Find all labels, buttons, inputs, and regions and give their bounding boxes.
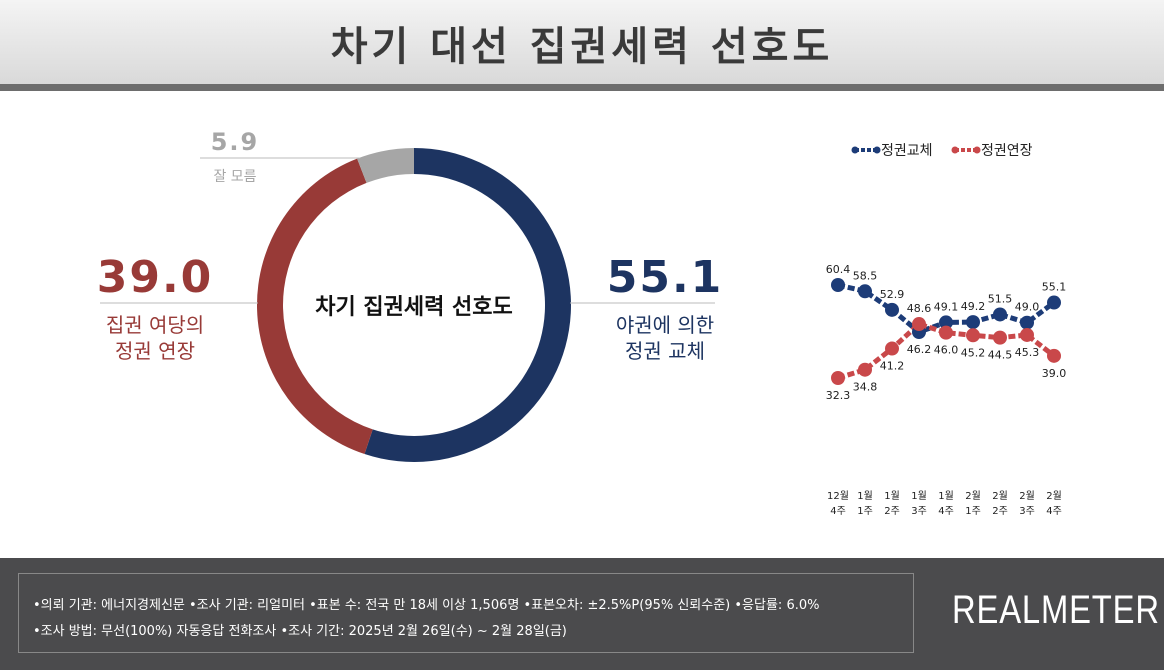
- data-point: [1020, 327, 1034, 342]
- data-label: 60.4: [826, 263, 851, 276]
- data-label: 48.6: [907, 302, 932, 315]
- legend-label: 정권교체: [881, 143, 933, 159]
- footer: •의뢰 기관: 에너지경제신문 •조사 기관: 리얼미터 •표본 수: 전국 만…: [0, 558, 1164, 670]
- legend-label: 정권연장: [981, 143, 1033, 159]
- data-point: [993, 330, 1007, 345]
- data-point: [966, 328, 980, 343]
- data-point: [939, 315, 953, 330]
- donut-segment: [256, 158, 373, 455]
- data-point: [831, 278, 845, 292]
- data-label: 49.0: [1015, 301, 1040, 314]
- data-point: [831, 371, 845, 385]
- data-point: [885, 341, 899, 356]
- header-bar: [0, 84, 1164, 91]
- value-label: 39.0: [96, 252, 214, 303]
- data-label: 44.5: [988, 349, 1013, 362]
- data-label: 34.8: [853, 381, 878, 394]
- data-point: [1047, 348, 1061, 363]
- x-tick-label: 1월 4주: [938, 491, 954, 517]
- category-label: 야권에 의한 정권 교체: [615, 313, 715, 363]
- data-label: 45.2: [961, 346, 986, 359]
- data-label: 49.2: [961, 300, 986, 313]
- x-tick-label: 1월 3주: [911, 491, 927, 517]
- data-label: 41.2: [880, 360, 905, 373]
- data-label: 46.2: [907, 343, 932, 356]
- category-label: 집권 여당의 정권 연장: [105, 313, 205, 363]
- legend-dot: [873, 146, 881, 154]
- legend-dot: [951, 146, 959, 154]
- data-point: [1020, 315, 1034, 330]
- x-tick-label: 2월 3주: [1019, 491, 1035, 517]
- value-label: 55.1: [606, 252, 724, 303]
- data-point: [1047, 295, 1061, 310]
- data-label: 46.0: [934, 344, 959, 357]
- x-tick-label: 2월 4주: [1046, 491, 1062, 517]
- donut-segment: [364, 148, 571, 462]
- x-tick-label: 2월 1주: [965, 491, 981, 517]
- data-label: 58.5: [853, 269, 878, 282]
- legend-dot: [973, 146, 981, 154]
- data-label: 39.0: [1042, 367, 1067, 380]
- x-tick-label: 2월 2주: [992, 491, 1008, 517]
- data-label: 51.5: [988, 292, 1013, 305]
- data-label: 45.3: [1015, 346, 1040, 359]
- data-label: 55.1: [1042, 281, 1067, 294]
- data-label: 32.3: [826, 389, 851, 402]
- x-tick-label: 1월 1주: [857, 491, 873, 517]
- data-point: [966, 315, 980, 330]
- data-label: 52.9: [880, 288, 905, 301]
- data-point: [858, 362, 872, 377]
- data-point: [858, 284, 872, 299]
- legend-dot: [851, 146, 859, 154]
- data-point: [885, 302, 899, 317]
- data-point: [993, 307, 1007, 322]
- data-point: [939, 325, 953, 340]
- data-label: 49.1: [934, 300, 959, 313]
- notes-box: •의뢰 기관: 에너지경제신문 •조사 기관: 리얼미터 •표본 수: 전국 만…: [18, 573, 914, 653]
- x-tick-label: 1월 2주: [884, 491, 900, 517]
- header: 차기 대선 집권세력 선호도: [0, 0, 1164, 84]
- x-tick-label: 12월 4주: [827, 491, 849, 517]
- note: •의뢰 기관: 에너지경제신문 •조사 기관: 리얼미터 •표본 수: 전국 만…: [33, 598, 820, 613]
- donut-segment: [357, 148, 414, 183]
- center-label: 차기 집권세력 선호도: [315, 295, 513, 320]
- data-point: [912, 317, 926, 332]
- value-label: 5.9: [210, 128, 260, 156]
- note: •조사 방법: 무선(100%) 자동응답 전화조사 •조사 기간: 2025년…: [33, 624, 567, 639]
- title: 차기 대선 집권세력 선호도: [330, 24, 834, 70]
- logo: REALMETER: [952, 588, 1160, 632]
- category-label: 잘 모름: [213, 169, 257, 185]
